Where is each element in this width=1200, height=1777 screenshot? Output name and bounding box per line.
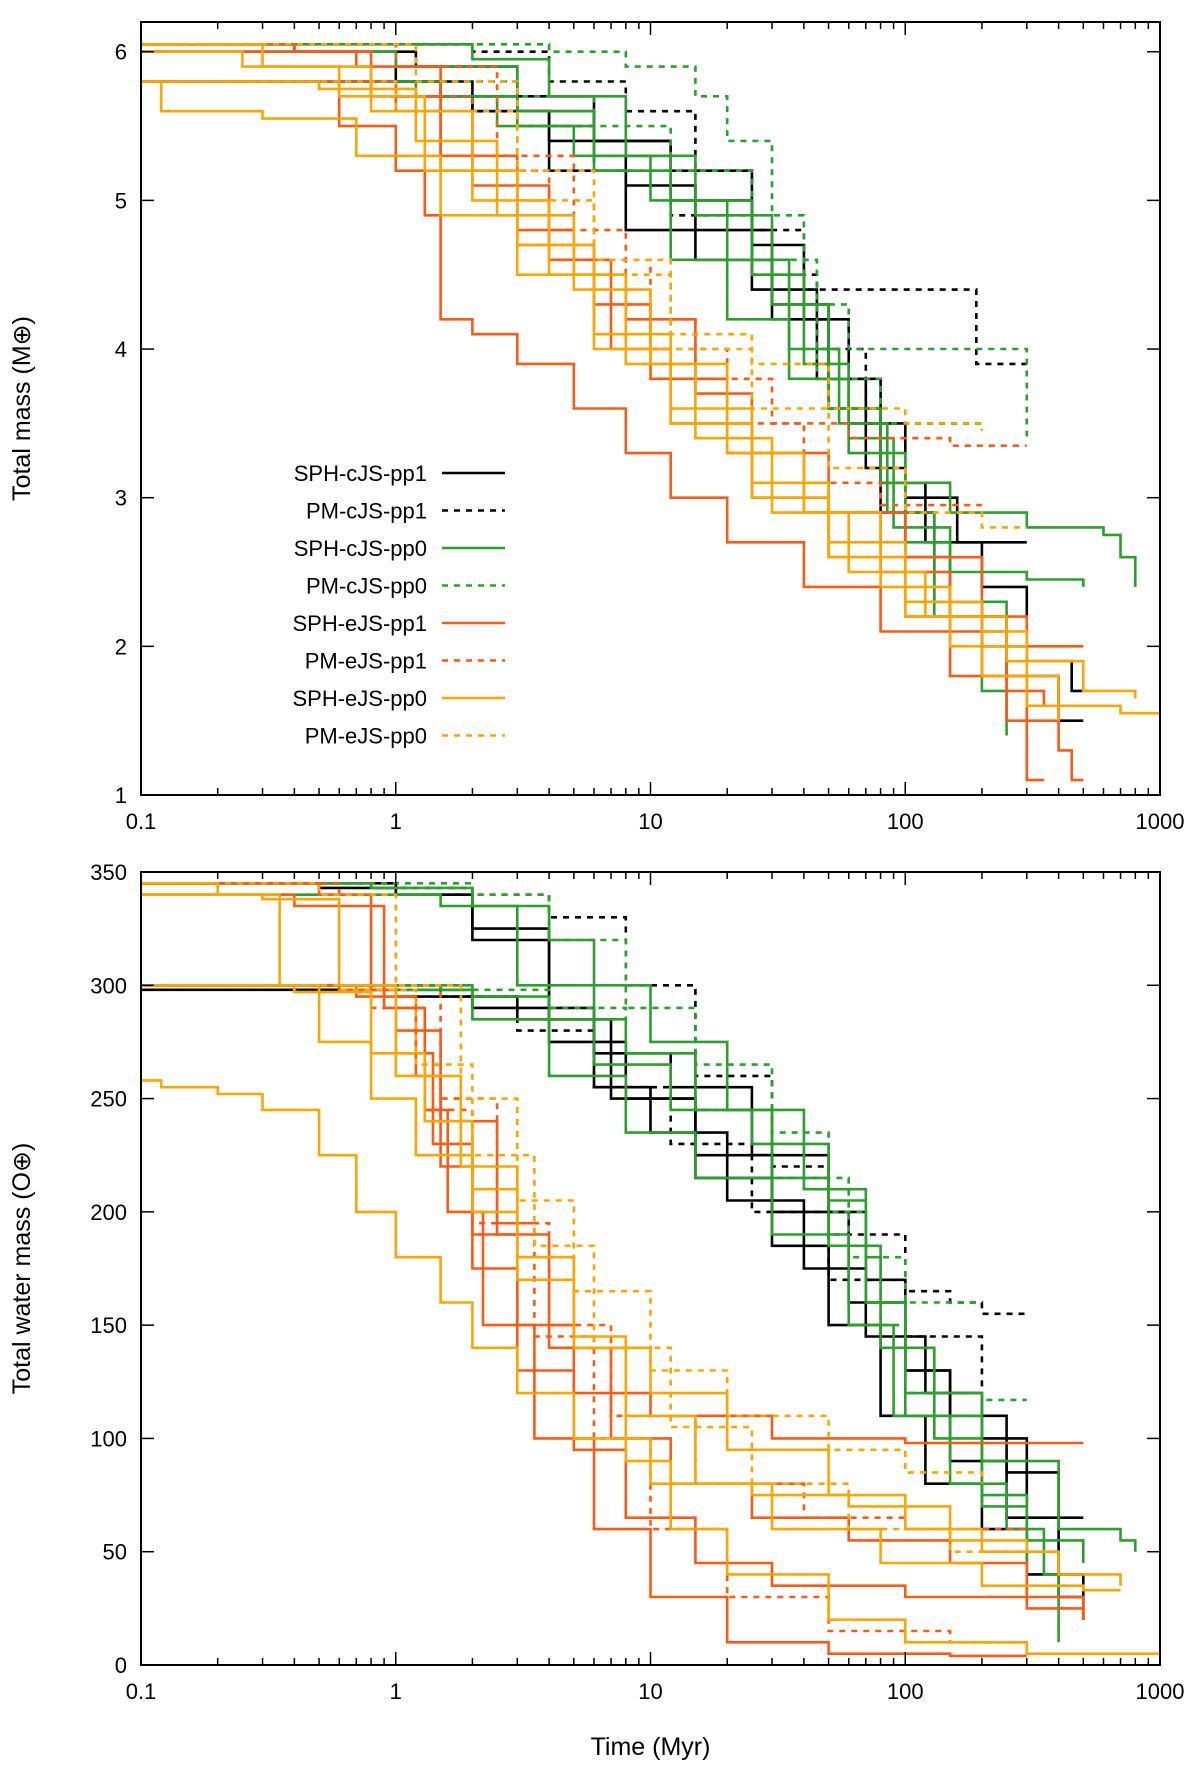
x-tick-label: 100 (887, 809, 924, 834)
series-line-16 (141, 80, 1027, 447)
series-line-3 (141, 50, 1084, 722)
series-line-14 (141, 80, 1084, 782)
y-tick-label: 150 (90, 1313, 127, 1338)
x-tick-label: 100 (887, 1679, 924, 1704)
series-line-9 (141, 984, 1029, 1597)
y-tick-label: 1 (115, 783, 127, 808)
legend-label: SPH-cJS-pp1 (294, 461, 427, 486)
series-line-8 (141, 893, 1085, 1563)
series-line-20 (141, 984, 1121, 1592)
series-line-4 (141, 43, 1027, 366)
mass-chart-x-ticks: 0.1 1 10 100 1000 (126, 22, 1185, 834)
legend: SPH-cJS-pp1 PM-cJS-pp1 SPH-cJS-pp0 PM-cJS-p… (292, 461, 505, 749)
legend-label: PM-cJS-pp0 (306, 574, 427, 599)
legend-label: PM-eJS-pp0 (305, 724, 427, 749)
series-line-5 (141, 80, 982, 425)
y-tick-label: 0 (115, 1653, 127, 1678)
series-line-19 (141, 43, 1137, 699)
water-mass-chart-series (141, 882, 1160, 1658)
series-line-15 (141, 50, 1046, 706)
mass-chart-y-axis-title: Total mass (M⊕) (8, 316, 36, 501)
y-tick-label: 300 (90, 973, 127, 998)
x-tick-label: 1 (390, 809, 402, 834)
series-line-23 (141, 43, 1027, 529)
x-tick-label: 10 (638, 809, 662, 834)
y-tick-label: 3 (115, 486, 127, 511)
y-tick-label: 5 (115, 188, 127, 213)
series-line-23 (141, 984, 1027, 1553)
x-tick-label: 1 (390, 1679, 402, 1704)
water-mass-chart: 0.1 1 10 100 1000 0 50 100 150 200 250 300 350 Time… (8, 860, 1184, 1761)
y-tick-label: 6 (115, 40, 127, 65)
series-line-17 (141, 984, 1027, 1644)
series-line-20 (141, 80, 1060, 721)
y-tick-label: 2 (115, 634, 127, 659)
y-tick-label: 200 (90, 1200, 127, 1225)
water-mass-chart-x-axis-title: Time (Myr) (591, 1733, 711, 1761)
series-line-10 (141, 43, 1029, 439)
series-line-4 (141, 882, 1027, 1316)
water-mass-chart-y-ticks: 0 50 100 150 200 250 300 350 (90, 860, 1160, 1678)
y-tick-label: 350 (90, 860, 127, 885)
legend-label: PM-cJS-pp1 (306, 499, 427, 524)
mass-chart-y-ticks: 1 2 3 4 5 6 (115, 40, 1160, 808)
y-tick-label: 4 (115, 337, 127, 362)
x-tick-label: 0.1 (126, 809, 157, 834)
series-line-6 (141, 882, 1137, 1552)
water-mass-chart-x-ticks: 0.1 1 10 100 1000 (126, 872, 1185, 1704)
y-tick-label: 250 (90, 1087, 127, 1112)
legend-label: SPH-eJS-pp1 (292, 611, 427, 636)
series-line-7 (141, 984, 1060, 1643)
mass-chart-series (141, 43, 1160, 782)
legend-label: PM-eJS-pp1 (305, 649, 427, 674)
series-line-16 (141, 882, 1027, 1531)
water-mass-chart-y-axis-title: Total water mass (O⊕) (8, 1143, 36, 1395)
series-line-21 (141, 50, 1029, 662)
series-line-2 (141, 882, 1085, 1620)
y-tick-label: 50 (103, 1540, 127, 1565)
series-line-6 (141, 43, 1137, 587)
series-line-7 (141, 80, 1085, 587)
series-line-8 (141, 50, 1029, 706)
x-tick-label: 10 (638, 1679, 662, 1704)
series-line-22 (141, 882, 984, 1484)
series-line-10 (141, 882, 982, 1304)
series-line-11 (141, 80, 982, 425)
x-tick-label: 1000 (1136, 809, 1185, 834)
series-line-12 (141, 80, 1044, 782)
x-tick-label: 0.1 (126, 1679, 157, 1704)
x-tick-label: 1000 (1136, 1679, 1185, 1704)
series-line-18 (141, 1079, 1029, 1552)
y-tick-label: 100 (90, 1426, 127, 1451)
legend-label: SPH-eJS-pp0 (292, 686, 427, 711)
legend-label: SPH-cJS-pp0 (294, 536, 427, 561)
